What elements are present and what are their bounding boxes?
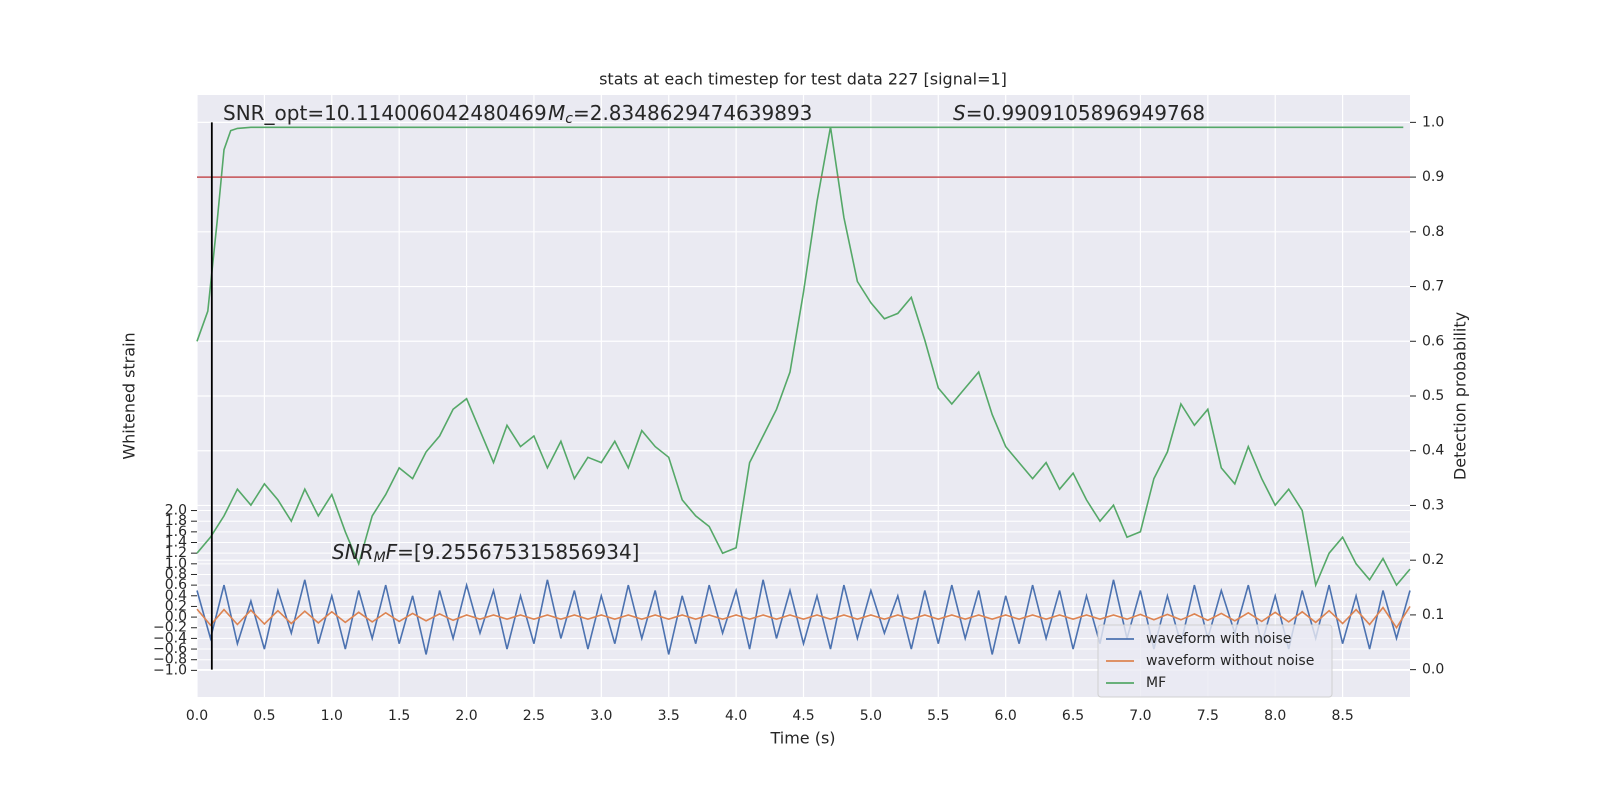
x-tick-label: 2.5 [523,708,545,724]
y-tick-label: 0.4 [165,588,187,604]
x-axis-label: Time (s) [769,729,835,748]
legend-label: waveform with noise [1146,631,1291,647]
x-tick-label: 7.0 [1129,708,1151,724]
x-tick-label: 0.5 [253,708,275,724]
y-tick-label: 1.2 [165,545,187,561]
y2-axis-label: Detection probability [1451,312,1470,480]
y-tick-label: 1.0 [165,556,187,572]
x-tick-label: 6.0 [995,708,1017,724]
annotation: S=0.9909105896949768 [953,101,1205,125]
y-tick-label: 0.6 [165,577,187,593]
x-tick-label: 5.5 [927,708,949,724]
annotation-part: SNR_opt=10.114006042480469 [223,101,547,125]
annotation: SNRMF=[9.255675315856934] [332,540,640,567]
annotation-part: M [548,101,565,125]
series-line [196,605,1411,630]
annotation-part: =0.9909105896949768 [966,101,1205,125]
y2-tick-label: 1.0 [1422,114,1444,130]
x-tick-label: 7.5 [1197,708,1219,724]
y-tick-label: 1.6 [165,524,187,540]
y2-tick-label: 0.0 [1422,662,1444,678]
x-tick-label: 1.5 [388,708,410,724]
series-line [196,126,1411,588]
annotation: SNR_opt=10.114006042480469 [223,101,547,125]
x-tick-label: 3.0 [590,708,612,724]
y-tick-label: 1.8 [165,513,187,529]
y-tick-label: 2.0 [165,503,187,519]
y-tick-label: 0.0 [165,609,187,625]
y-tick-label: −0.2 [153,620,187,636]
y-axis-label: Whitened strain [120,332,139,459]
x-tick-label: 8.5 [1331,708,1353,724]
y2-tick-label: 0.7 [1422,279,1444,295]
y2-tick-label: 0.1 [1422,607,1444,623]
y-tick-label: −0.8 [153,652,187,668]
x-tick-label: 1.0 [321,708,343,724]
chart-title: stats at each timestep for test data 227… [599,70,1007,89]
y2-tick-label: 0.8 [1422,224,1444,240]
x-tick-label: 0.0 [186,708,208,724]
legend-label: waveform without noise [1146,653,1314,669]
y2-tick-label: 0.6 [1422,333,1444,349]
x-tick-label: 8.0 [1264,708,1286,724]
x-tick-label: 3.5 [658,708,680,724]
x-tick-label: 6.5 [1062,708,1084,724]
legend-label: MF [1146,675,1166,691]
y2-tick-label: 0.9 [1422,169,1444,185]
x-tick-label: 2.0 [455,708,477,724]
x-tick-label: 4.0 [725,708,747,724]
x-tick-label: 5.0 [860,708,882,724]
annotation-part: M [374,550,386,566]
legend-box [1097,624,1333,698]
annotation-part: SNR [332,540,374,564]
annotation-part: c [565,111,573,127]
annotation: Mc=2.8348629474639893 [548,101,812,128]
y2-tick-label: 0.2 [1422,552,1444,568]
annotation-part: S [953,101,966,125]
y-tick-label: −0.4 [153,630,187,646]
annotation-part: F [386,540,398,564]
y-tick-label: −0.6 [153,641,187,657]
y2-tick-label: 0.3 [1422,497,1444,513]
annotation-part: =2.8348629474639893 [573,101,812,125]
y-tick-label: 1.4 [165,535,187,551]
y-tick-label: 0.2 [165,598,187,614]
y2-tick-label: 0.5 [1422,388,1444,404]
annotation-part: =[9.255675315856934] [397,540,639,564]
x-tick-label: 4.5 [792,708,814,724]
y2-tick-label: 0.4 [1422,443,1444,459]
y-tick-label: −1.0 [153,662,187,678]
y-tick-label: 0.8 [165,566,187,582]
